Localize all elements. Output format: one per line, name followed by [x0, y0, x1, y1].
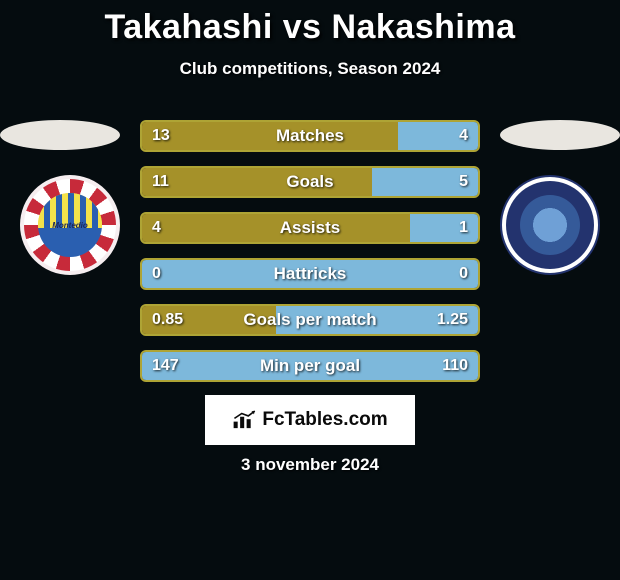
- bar-segment-p1: [142, 306, 280, 334]
- bar-segment-p2: [410, 214, 478, 242]
- shadow-ellipse-left: [0, 120, 120, 150]
- bar-segment-p2: [140, 352, 478, 380]
- bar-segment-p2: [140, 260, 478, 288]
- bar-segment-p2: [398, 122, 478, 150]
- subtitle: Club competitions, Season 2024: [0, 59, 620, 79]
- stat-row: Matches134: [140, 120, 480, 152]
- team-badge-left: Montedio: [20, 175, 120, 275]
- stat-row: Assists41: [140, 212, 480, 244]
- bar-segment-p1: [142, 214, 414, 242]
- page-title: Takahashi vs Nakashima: [0, 0, 620, 47]
- team-badge-left-label: Montedio: [52, 221, 88, 230]
- bar-segment-p2: [372, 168, 478, 196]
- team-badge-right: [500, 175, 600, 275]
- stat-row: Goals per match0.851.25: [140, 304, 480, 336]
- bar-segment-p1: [142, 168, 376, 196]
- attribution-box: FcTables.com: [205, 395, 415, 445]
- chart-icon: [232, 409, 258, 431]
- date-text: 3 november 2024: [0, 455, 620, 475]
- bar-segment-p2: [276, 306, 478, 334]
- stat-bars: Matches134 Goals115 Assists41 Hattricks00 Go…: [140, 120, 480, 396]
- stat-row: Hattricks00: [140, 258, 480, 290]
- bar-segment-p1: [142, 122, 402, 150]
- stat-row: Goals115: [140, 166, 480, 198]
- stat-row: Min per goal147110: [140, 350, 480, 382]
- shadow-ellipse-right: [500, 120, 620, 150]
- attribution-text: FcTables.com: [262, 409, 387, 431]
